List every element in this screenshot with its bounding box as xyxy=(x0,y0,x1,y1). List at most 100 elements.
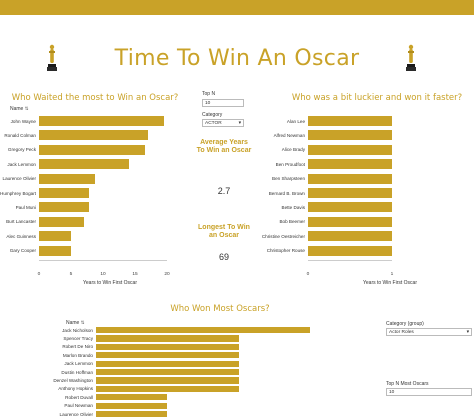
category-select-value: ACTOR xyxy=(205,121,222,126)
bar-label: Bernard B. Brown xyxy=(268,190,305,196)
average-years-value: 2.7 xyxy=(217,186,231,196)
bar[interactable] xyxy=(96,343,239,350)
bar-label: Laurence Olivier xyxy=(2,176,36,182)
x-axis-line xyxy=(308,260,392,261)
bar-label: Gary Cooper xyxy=(9,248,36,254)
x-tick-label: 20 xyxy=(164,272,170,277)
bar[interactable] xyxy=(96,352,239,359)
category-group-select-value: Actor Roles xyxy=(389,330,414,335)
bar-label: Denzel Washington xyxy=(53,377,93,383)
bottom-chart-title: Who Won Most Oscars? xyxy=(170,304,270,314)
bar[interactable] xyxy=(39,216,84,227)
category-select[interactable]: ACTOR ▾ xyxy=(202,119,244,127)
bar-label: Paul Newman xyxy=(64,403,93,409)
bar[interactable] xyxy=(308,159,392,170)
bar[interactable] xyxy=(96,411,168,418)
dashboard-title: Time To Win An Oscar xyxy=(114,46,360,71)
top-n-most-label: Top N Most Oscars xyxy=(386,381,429,387)
top-n-label: Top N xyxy=(202,91,216,97)
top-n-input[interactable]: 10 xyxy=(202,99,244,107)
bar[interactable] xyxy=(308,173,392,184)
x-tick-label: 0 xyxy=(306,272,310,277)
bar-label: Robert De Niro xyxy=(62,344,93,350)
bar[interactable] xyxy=(96,402,168,409)
header-bar xyxy=(0,0,474,15)
bar-label: Spencer Tracy xyxy=(63,335,93,341)
bar[interactable] xyxy=(39,130,148,141)
sort-icon[interactable]: ⇅ xyxy=(80,320,85,325)
bar-label: Paul Muni xyxy=(15,204,36,210)
bar[interactable] xyxy=(308,188,392,198)
bar-label: Christine Oestreicher xyxy=(261,233,305,239)
bar-label: Humphrey Bogart xyxy=(0,190,37,196)
bar-label: Laurence Olivier xyxy=(59,411,93,417)
bar[interactable] xyxy=(39,188,89,198)
x-axis-line xyxy=(39,260,167,261)
left-chart-title: Who Waited the most to Win an Oscar? xyxy=(11,93,179,103)
bar-label: Bob Beemer xyxy=(279,219,305,225)
bar-label: Anthony Hopkins xyxy=(58,386,93,392)
bar-label: Jack Nicholson xyxy=(62,327,93,333)
bar[interactable] xyxy=(308,130,392,141)
bar-label: Alfred Newman xyxy=(273,132,305,138)
longest-value: 69 xyxy=(218,252,229,262)
bar[interactable] xyxy=(308,216,392,227)
bar-label: Dustin Hoffman xyxy=(61,369,93,375)
bar[interactable] xyxy=(308,202,392,213)
category-group-select[interactable]: Actor Roles ▾ xyxy=(386,328,472,336)
bar[interactable] xyxy=(96,327,310,334)
bar[interactable] xyxy=(39,116,164,126)
bar[interactable] xyxy=(96,360,239,367)
bar-label: Ronald Colman xyxy=(4,132,36,138)
category-label: Category xyxy=(202,112,223,118)
oscar-statue-icon-left xyxy=(47,44,57,71)
x-tick-label: 10 xyxy=(100,272,106,277)
bar-label: Ben Proudfoot xyxy=(275,161,305,167)
bar[interactable] xyxy=(39,202,89,213)
bar[interactable] xyxy=(39,159,129,170)
bar-label: Marlon Brando xyxy=(62,352,93,358)
left-chart-column-header[interactable]: Name ⇅ xyxy=(10,106,29,112)
chevron-down-icon: ▾ xyxy=(238,121,241,126)
bar-label: Robert Duvall xyxy=(65,394,93,400)
bar-label: Alec Guinness xyxy=(6,233,36,239)
bar-label: Alan Lee xyxy=(286,118,305,124)
bar[interactable] xyxy=(96,394,168,401)
category-group-label: Category (group) xyxy=(386,321,424,327)
right-chart-title: Who was a bit luckier and won it faster? xyxy=(291,93,463,103)
bar-label: Burt Lancaster xyxy=(6,219,36,225)
chevron-down-icon: ▾ xyxy=(466,330,469,335)
bar[interactable] xyxy=(308,231,392,242)
x-tick-label: 5 xyxy=(69,272,73,277)
bar-label: Christopher Rouse xyxy=(266,248,305,254)
bar[interactable] xyxy=(39,173,96,184)
right-chart-x-axis-label: Years to Win First Oscar xyxy=(363,280,417,286)
bar[interactable] xyxy=(39,245,71,256)
bar[interactable] xyxy=(308,116,392,126)
bar[interactable] xyxy=(39,144,145,155)
bar-label: Bette Davis xyxy=(281,204,306,210)
bar[interactable] xyxy=(96,335,239,342)
bar[interactable] xyxy=(96,377,239,384)
top-n-most-input[interactable]: 10 xyxy=(386,388,472,396)
x-tick-label: 0 xyxy=(37,272,41,277)
bar-label: Jack Lemmon xyxy=(7,161,36,167)
bar-label: John Wayne xyxy=(10,118,36,124)
sort-icon[interactable]: ⇅ xyxy=(24,106,29,111)
bottom-chart-column-header[interactable]: Name ⇅ xyxy=(66,320,85,326)
bar-label: Ben Sharpsteen xyxy=(272,176,305,182)
longest-label: Longest To Win an Oscar xyxy=(198,224,250,239)
bar[interactable] xyxy=(96,385,239,392)
column-header-label: Name xyxy=(10,106,24,112)
bar[interactable] xyxy=(308,245,392,256)
bar[interactable] xyxy=(96,369,239,376)
x-tick-label: 1 xyxy=(390,272,394,277)
x-tick-label: 15 xyxy=(132,272,138,277)
average-years-label: Average Years To Win an Oscar xyxy=(196,139,252,154)
column-header-label: Name xyxy=(66,320,80,326)
bar[interactable] xyxy=(39,231,71,242)
bar-label: Alice Brady xyxy=(281,147,305,153)
bar[interactable] xyxy=(308,144,392,155)
bar-label: Gregory Peck xyxy=(7,147,36,153)
left-chart-x-axis-label: Years to Win First Oscar xyxy=(83,280,137,286)
